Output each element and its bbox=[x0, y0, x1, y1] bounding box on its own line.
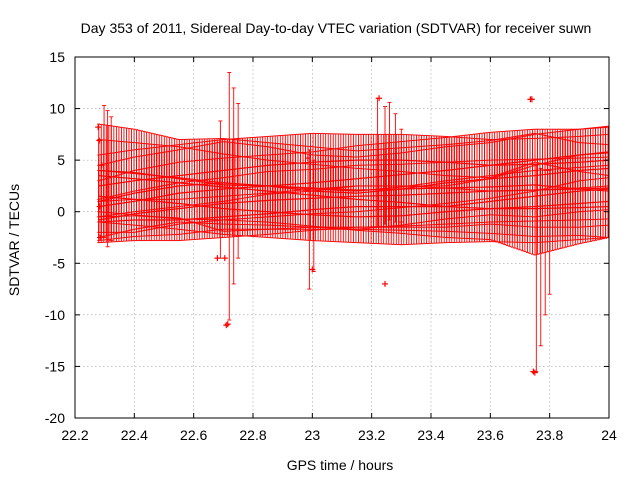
x-tick-label: 22.2 bbox=[61, 427, 88, 443]
outlier-point bbox=[224, 321, 231, 328]
outlier-point bbox=[223, 322, 230, 329]
outlier-point bbox=[382, 280, 389, 287]
outlier-point bbox=[98, 162, 105, 169]
outlier-point bbox=[214, 255, 221, 262]
outlier-point bbox=[530, 368, 537, 375]
x-tick-label: 22.8 bbox=[239, 427, 266, 443]
outlier-point bbox=[304, 155, 311, 162]
outlier-point bbox=[96, 203, 103, 210]
outlier-point bbox=[221, 255, 228, 262]
outlier-point bbox=[95, 124, 102, 131]
x-tick-label: 23.4 bbox=[417, 427, 444, 443]
outlier-point bbox=[531, 369, 538, 376]
x-tick-label: 23.2 bbox=[358, 427, 385, 443]
outlier-point bbox=[528, 96, 535, 103]
grid-layer bbox=[75, 57, 609, 418]
x-tick-label: 23 bbox=[305, 427, 321, 443]
outlier-point bbox=[376, 95, 383, 102]
outlier-point bbox=[309, 266, 316, 273]
x-tick-label: 22.4 bbox=[121, 427, 148, 443]
plot-frame bbox=[74, 56, 610, 419]
outlier-point bbox=[97, 234, 104, 241]
series-line bbox=[98, 167, 609, 202]
tick-layer: 22.2 22.4 22.6 22.8 23 23.2 23.4 23.6 23.8 241510… bbox=[45, 49, 617, 443]
data-layer bbox=[95, 72, 609, 376]
x-tick-label: 22.6 bbox=[180, 427, 207, 443]
series-group bbox=[95, 72, 609, 376]
outlier-point bbox=[96, 137, 103, 144]
